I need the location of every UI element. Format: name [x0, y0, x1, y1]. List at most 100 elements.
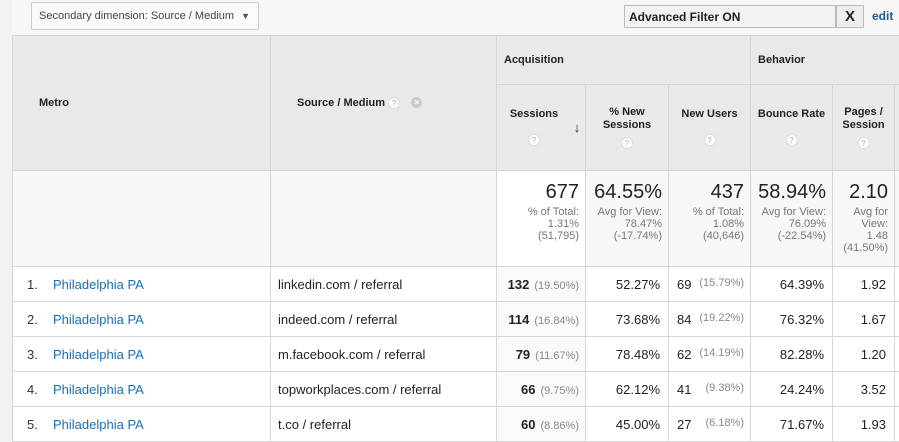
sessions-percent: (8.86%)	[540, 419, 579, 432]
row-index: 5.	[27, 416, 38, 432]
table-row: 2. Philadelphia PA indeed.com / referral 11…	[12, 301, 899, 337]
metro-header[interactable]: Metro	[12, 35, 271, 171]
totals-source	[270, 170, 497, 267]
secondary-dimension-dropdown[interactable]: Secondary dimension: Source / Medium ▼	[31, 2, 259, 30]
bounce-rate-cell: 71.67%	[750, 406, 834, 442]
sessions-percent: (9.75%)	[540, 384, 579, 397]
row-overflow	[894, 266, 899, 302]
pages-session-cell: 1.92	[832, 266, 896, 302]
new-sessions-header[interactable]: % New Sessions?	[585, 84, 669, 171]
secondary-dimension-label: Secondary dimension: Source / Medium	[39, 10, 235, 22]
behavior-group-header: Behavior	[750, 35, 899, 85]
row-overflow	[894, 406, 899, 442]
metro-link[interactable]: Philadelphia PA	[53, 416, 144, 432]
new-users-cell: 41 (9.38%)	[667, 371, 752, 407]
help-icon[interactable]: ?	[857, 137, 870, 149]
sessions-value: 66	[521, 381, 536, 397]
bounce-rate-cell: 82.28%	[750, 336, 834, 372]
metro-cell: 1. Philadelphia PA	[12, 266, 271, 302]
sessions-cell: 60 (8.86%)	[496, 406, 586, 442]
sessions-cell: 132 (19.50%)	[496, 266, 586, 302]
totals-overflow	[894, 170, 899, 267]
sessions-cell: 66 (9.75%)	[496, 371, 586, 407]
new-users-cell: 69 (15.79%)	[667, 266, 752, 302]
sessions-value: 114	[508, 311, 530, 327]
metro-cell: 5. Philadelphia PA	[12, 406, 271, 442]
bounce-rate-cell: 76.32%	[750, 301, 834, 337]
row-index: 2.	[27, 311, 38, 327]
source-medium-header[interactable]: Source / Medium ? ×	[270, 35, 497, 171]
source-medium-cell: linkedin.com / referral	[270, 266, 497, 302]
new-sessions-cell: 78.48%	[585, 336, 669, 372]
totals-sessions: 677% of Total: 1.31% (51,795)	[496, 170, 586, 267]
table-row: 4. Philadelphia PA topworkplaces.com / ref…	[12, 371, 899, 407]
caret-down-icon: ▼	[241, 11, 250, 21]
totals-bounce-rate: 58.94% Avg for View: 76.09% (-22.54%)	[750, 170, 834, 267]
sessions-percent: (16.84%)	[534, 314, 579, 327]
pages-session-cell: 1.93	[832, 406, 896, 442]
sessions-header[interactable]: Sessions? ↓	[496, 84, 586, 171]
totals-row: 677% of Total: 1.31% (51,795) 64.55% Avg fo…	[12, 170, 899, 267]
pages-session-cell: 3.52	[832, 371, 896, 407]
help-icon[interactable]: ?	[388, 97, 401, 110]
row-index: 3.	[27, 346, 38, 362]
pages-session-cell: 1.20	[832, 336, 896, 372]
sessions-percent: (11.67%)	[535, 349, 579, 362]
totals-pages-session: 2.10 Avg for View: 1.48 (41.50%)	[832, 170, 896, 267]
source-medium-cell: indeed.com / referral	[270, 301, 497, 337]
sessions-cell: 114 (16.84%)	[496, 301, 586, 337]
totals-metro	[12, 170, 271, 267]
row-overflow	[894, 336, 899, 372]
help-icon[interactable]: ?	[528, 134, 540, 147]
filter-input[interactable]: Advanced Filter ON	[624, 5, 836, 28]
sessions-value: 79	[515, 346, 531, 362]
metro-cell: 4. Philadelphia PA	[12, 371, 271, 407]
new-users-percent: (19.22%)	[699, 311, 745, 324]
new-users-header[interactable]: New Users?	[667, 84, 752, 171]
bounce-rate-cell: 64.39%	[750, 266, 834, 302]
help-icon[interactable]: ?	[785, 134, 798, 147]
new-users-value: 84	[677, 311, 692, 327]
new-users-percent: (14.19%)	[699, 346, 745, 359]
pages-session-header[interactable]: Pages / Session?	[832, 84, 896, 171]
new-users-percent: (15.79%)	[699, 276, 745, 289]
metro-link[interactable]: Philadelphia PA	[53, 311, 144, 327]
clear-filter-button[interactable]: X	[836, 5, 864, 28]
bounce-rate-header[interactable]: Bounce Rate?	[750, 84, 834, 171]
metro-link[interactable]: Philadelphia PA	[53, 381, 144, 397]
new-users-value: 41	[677, 381, 692, 397]
new-users-value: 62	[677, 346, 692, 362]
sessions-percent: (19.50%)	[534, 279, 579, 292]
totals-new-users: 437% of Total: 1.08% (40,646)	[667, 170, 752, 267]
bounce-rate-cell: 24.24%	[750, 371, 834, 407]
row-index: 4.	[27, 381, 38, 397]
row-overflow	[894, 371, 899, 407]
help-icon[interactable]: ?	[621, 137, 633, 149]
metro-link[interactable]: Philadelphia PA	[53, 346, 144, 362]
new-users-cell: 27 (6.18%)	[667, 406, 752, 442]
help-icon[interactable]: ?	[703, 134, 716, 147]
sort-descending-icon[interactable]: ↓	[573, 120, 581, 135]
new-users-value: 27	[677, 416, 692, 432]
edit-filter-link[interactable]: edit	[872, 9, 894, 23]
table-row: 1. Philadelphia PA linkedin.com / referral…	[12, 266, 899, 302]
new-users-cell: 62 (14.19%)	[667, 336, 752, 372]
pages-session-cell: 1.67	[832, 301, 896, 337]
table-row: 3. Philadelphia PA m.facebook.com / referr…	[12, 336, 899, 372]
remove-dimension-icon[interactable]: ×	[411, 96, 423, 108]
new-users-cell: 84 (19.22%)	[667, 301, 752, 337]
table-row: 5. Philadelphia PA t.co / referral 60 (8.86%…	[12, 406, 899, 442]
metro-cell: 2. Philadelphia PA	[12, 301, 271, 337]
sessions-value: 132	[507, 276, 530, 292]
new-users-value: 69	[677, 276, 692, 292]
metro-cell: 3. Philadelphia PA	[12, 336, 271, 372]
report-table: Metro Source / Medium ? × Acquisition Be…	[12, 35, 899, 442]
sessions-value: 60	[521, 416, 536, 432]
row-overflow	[894, 301, 899, 337]
new-users-percent: (9.38%)	[705, 381, 745, 394]
source-medium-cell: t.co / referral	[270, 406, 497, 442]
sessions-cell: 79 (11.67%)	[496, 336, 586, 372]
acquisition-group-header: Acquisition	[495, 35, 752, 85]
source-medium-cell: m.facebook.com / referral	[270, 336, 497, 372]
metro-link[interactable]: Philadelphia PA	[53, 276, 144, 292]
